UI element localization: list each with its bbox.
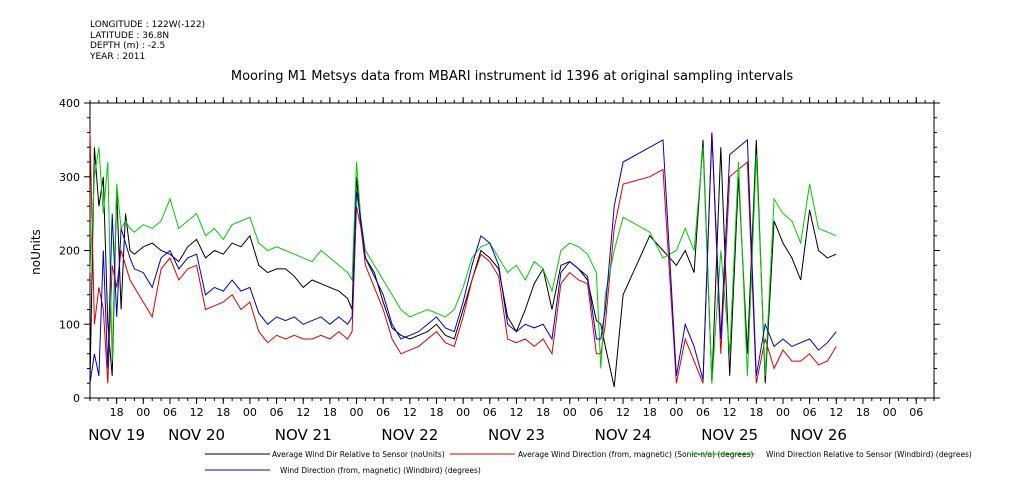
- x-tick-label: 00: [243, 406, 257, 419]
- legend-label-blue: Wind Direction (from, magnetic) (Windbir…: [280, 466, 481, 475]
- x-tick-label: 00: [776, 406, 790, 419]
- y-tick-label: 0: [73, 392, 80, 405]
- x-tick-label: 18: [749, 406, 763, 419]
- x-tick-label: 18: [110, 406, 124, 419]
- legend-label-green: Wind Direction Relative to Sensor (Windb…: [766, 450, 972, 459]
- tick-group: 0 100 200 300 400 18 00 06 12 18 00 06 12 18 00 06 12 18 0…: [59, 97, 940, 444]
- x-tick-label: 00: [669, 406, 683, 419]
- x-tick-label: 00: [350, 406, 364, 419]
- x-tick-label: 00: [563, 406, 577, 419]
- x-tick-label: 12: [616, 406, 630, 419]
- x-tick-label: 12: [296, 406, 310, 419]
- y-tick-label: 200: [59, 245, 80, 258]
- x-tick-label: 18: [643, 406, 657, 419]
- series-line-2: [89, 147, 837, 384]
- longitude-text: LONGITUDE : 122W(-122): [90, 20, 206, 30]
- series-line-3: [89, 132, 837, 384]
- x-tick-label: 06: [483, 406, 497, 419]
- x-day-label: NOV 23: [488, 426, 545, 444]
- year-text: YEAR : 2011: [90, 51, 146, 62]
- x-tick-label: 18: [216, 406, 230, 419]
- latitude-text: LATITUDE : 36.8N: [90, 30, 170, 41]
- y-tick-label: 300: [59, 171, 80, 184]
- legend: Average Wind Dir Relative to Sensor (noU…: [205, 450, 972, 475]
- x-day-label: NOV 24: [595, 426, 652, 444]
- x-tick-label: 06: [163, 406, 177, 419]
- x-tick-label: 18: [429, 406, 443, 419]
- plot-frame: [89, 102, 935, 399]
- x-tick-label: 18: [536, 406, 550, 419]
- x-tick-label: 12: [190, 406, 204, 419]
- x-tick-label: 06: [909, 406, 923, 419]
- y-axis-label: noUnits: [29, 229, 43, 275]
- x-tick-label: 18: [856, 406, 870, 419]
- x-tick-label: 12: [403, 406, 417, 419]
- x-day-label: NOV 19: [88, 426, 145, 444]
- x-tick-label: 06: [589, 406, 603, 419]
- x-day-label: NOV 25: [701, 426, 758, 444]
- legend-label-black: Average Wind Dir Relative to Sensor (noU…: [272, 450, 445, 459]
- legend-label-red: Average Wind Direction (from, magnetic) …: [518, 450, 754, 459]
- axis-frame: [89, 102, 935, 399]
- x-tick-label: 12: [509, 406, 523, 419]
- x-day-label: NOV 22: [381, 426, 438, 444]
- metadata-block: LONGITUDE : 122W(-122) LATITUDE : 36.8N …: [90, 20, 205, 62]
- x-day-label: NOV 20: [168, 426, 225, 444]
- x-tick-label: 00: [456, 406, 470, 419]
- series-group: [89, 132, 837, 388]
- x-tick-label: 12: [723, 406, 737, 419]
- chart-title: Mooring M1 Metsys data from MBARI instru…: [231, 69, 793, 84]
- depth-text: DEPTH (m) : -2.5: [90, 41, 166, 51]
- y-tick-label: 400: [59, 97, 80, 110]
- x-tick-label: 06: [803, 406, 817, 419]
- x-tick-label: 00: [883, 406, 897, 419]
- x-day-label: NOV 21: [275, 426, 332, 444]
- x-tick-label: 12: [829, 406, 843, 419]
- x-tick-label: 18: [323, 406, 337, 419]
- x-tick-label: 06: [696, 406, 710, 419]
- y-tick-label: 100: [59, 318, 80, 331]
- x-tick-label: 06: [270, 406, 284, 419]
- x-tick-label: 06: [376, 406, 390, 419]
- x-tick-label: 00: [136, 406, 150, 419]
- x-day-label: NOV 26: [790, 426, 847, 444]
